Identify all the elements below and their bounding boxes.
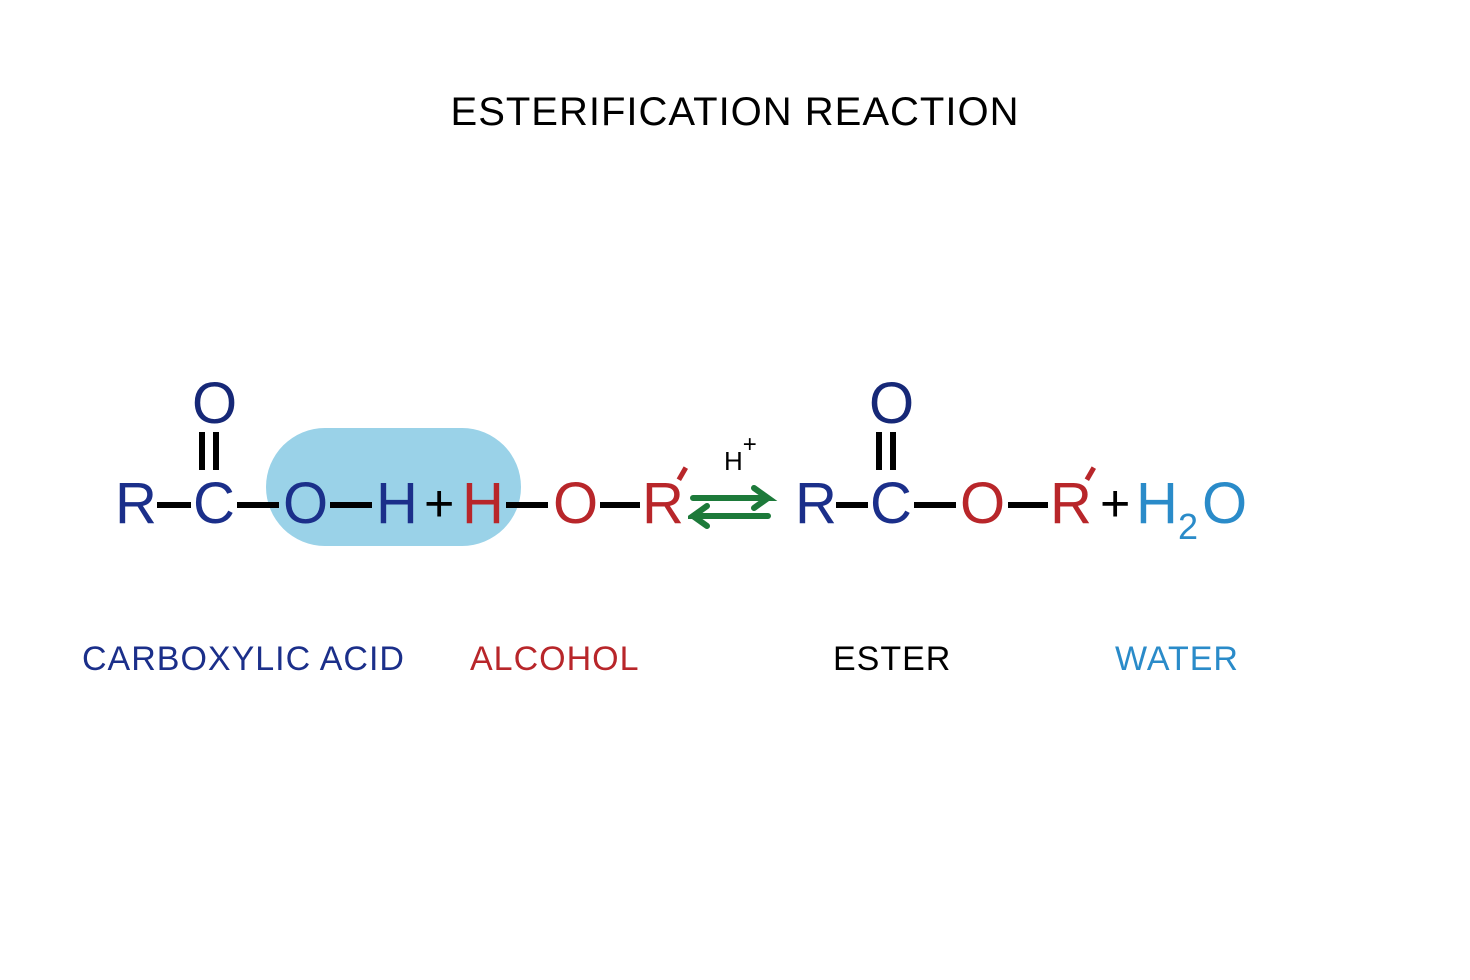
species-label-2: ESTER (833, 640, 951, 679)
atom-es-Otop: O (869, 370, 914, 437)
double-bond-1 (890, 432, 896, 470)
bond-dash-1 (237, 502, 279, 508)
atom-w-H: H (1136, 470, 1178, 537)
atom-w-O: O (1202, 470, 1247, 537)
species-label-1: ALCOHOL (470, 640, 640, 679)
bond-dash-4 (600, 502, 640, 508)
atom-ca-R: R (115, 470, 157, 537)
bond-dash-5 (836, 502, 868, 508)
equilibrium-arrow (688, 478, 788, 538)
double-bond-1 (876, 432, 882, 470)
atom-es-C: C (870, 470, 912, 537)
atom-al-R: R (642, 470, 684, 537)
atom-al-H: H (462, 470, 504, 537)
atom-es-O: O (960, 470, 1005, 537)
atom-ca-C: C (193, 470, 235, 537)
bond-dash-0 (157, 502, 191, 508)
double-bond-0 (213, 432, 219, 470)
atom-w-2: 2 (1178, 470, 1198, 537)
catalyst-label: H+ (724, 446, 757, 477)
bond-dash-7 (1008, 502, 1048, 508)
bond-dash-2 (330, 502, 372, 508)
atom-al-O: O (553, 470, 598, 537)
bond-dash-6 (914, 502, 956, 508)
plus-op-1: + (1100, 474, 1130, 534)
atom-es-R: R (795, 470, 837, 537)
bond-dash-3 (506, 502, 548, 508)
species-label-3: WATER (1115, 640, 1239, 679)
double-bond-0 (199, 432, 205, 470)
atom-ca-Otop: O (192, 370, 237, 437)
diagram-title: ESTERIFICATION REACTION (0, 90, 1470, 135)
species-label-0: CARBOXYLIC ACID (82, 640, 405, 679)
atom-es-Rp: R (1050, 470, 1092, 537)
atom-ca-O: O (283, 470, 328, 537)
plus-op-0: + (424, 474, 454, 534)
atom-ca-H: H (376, 470, 418, 537)
